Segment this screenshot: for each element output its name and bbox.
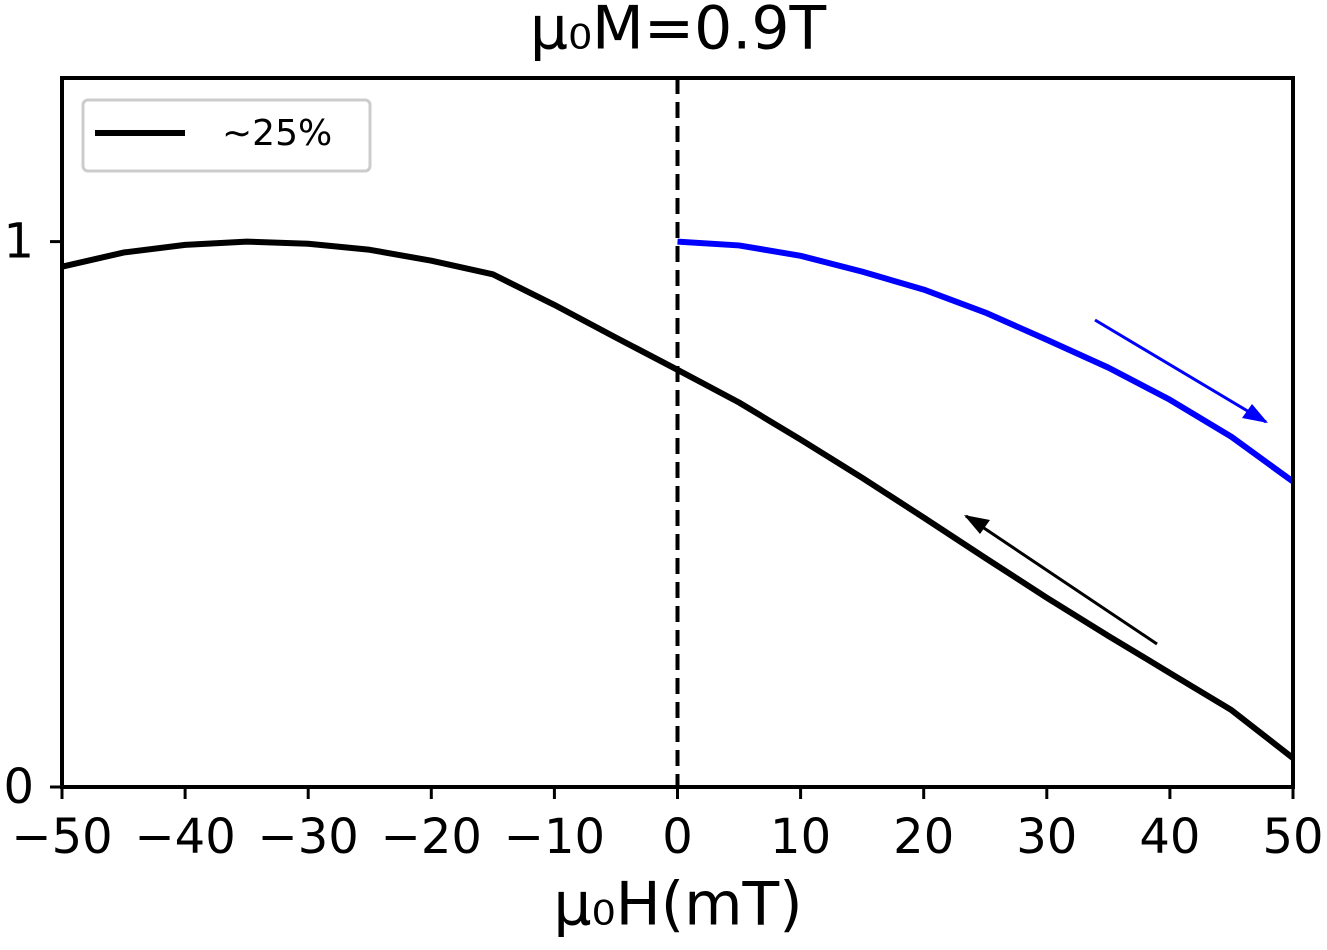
x-tick-label: −10 (504, 809, 605, 865)
x-tick-label: −30 (258, 809, 359, 865)
x-tick-label: −40 (134, 809, 235, 865)
x-tick-label: −20 (381, 809, 482, 865)
axes-frame (60, 76, 1295, 789)
x-tick-label: 30 (1016, 809, 1077, 865)
legend-label: ∼25% (222, 113, 332, 154)
x-tick-label: 10 (770, 809, 831, 865)
y-tick-label: 0 (3, 759, 34, 815)
x-tick-label: 0 (662, 809, 693, 865)
x-tick-label: −50 (11, 809, 112, 865)
arrow (1094, 318, 1267, 424)
plot-area: −50 −40 −30 −20 −10 0 10 20 30 40 50 0 1 (3, 78, 1324, 865)
line-series (61, 238, 1295, 761)
x-tick-label: 20 (893, 809, 954, 865)
x-tick-label: 50 (1262, 809, 1323, 865)
arrow-head (964, 515, 990, 534)
x-axis-label: μ₀H(mT) (553, 870, 802, 940)
chart-title: μ₀M=0.9T (530, 0, 827, 64)
arrow-head (1242, 404, 1268, 423)
line-series (677, 238, 1295, 485)
x-tick-label: 40 (1139, 809, 1200, 865)
y-tick-label: 1 (3, 214, 34, 270)
arrow (965, 514, 1158, 646)
legend-box (81, 98, 372, 173)
